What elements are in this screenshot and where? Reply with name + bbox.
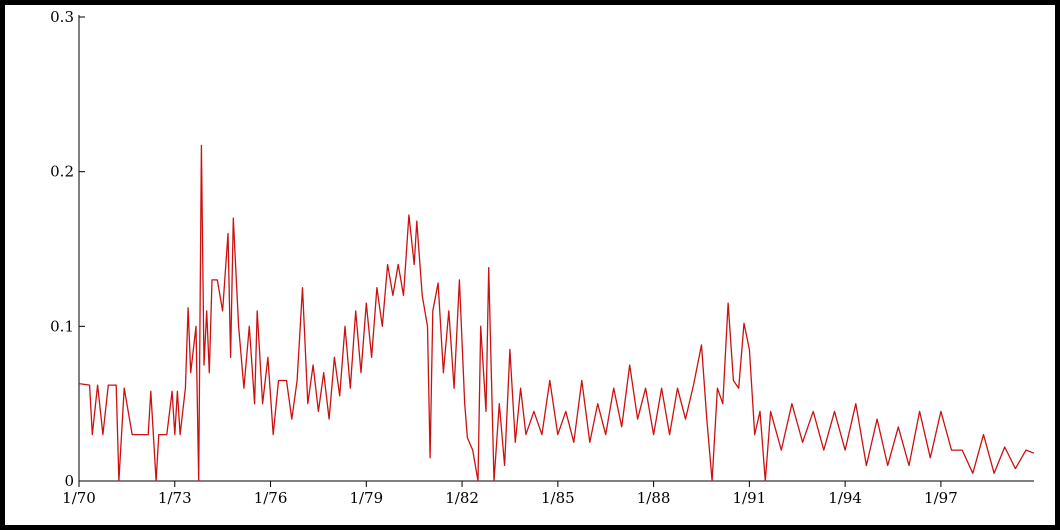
x-tick-label: 1/91 (733, 489, 767, 507)
x-tick-label: 1/79 (349, 489, 383, 507)
series-line (78, 144, 1035, 482)
x-tick-label: 1/88 (637, 489, 671, 507)
x-tick-label: 1/73 (158, 489, 192, 507)
y-tick-label: 0 (64, 472, 74, 490)
y-tick-label: 0.2 (50, 163, 74, 181)
x-tick-label: 1/70 (62, 489, 96, 507)
y-tick-label: 0.3 (50, 8, 74, 26)
x-tick-label: 1/76 (254, 489, 288, 507)
x-tick-label: 1/97 (924, 489, 958, 507)
x-tick-label: 1/82 (445, 489, 479, 507)
x-tick-label: 1/85 (541, 489, 575, 507)
x-tick-label: 1/94 (828, 489, 862, 507)
y-tick-label: 0.1 (50, 317, 74, 335)
